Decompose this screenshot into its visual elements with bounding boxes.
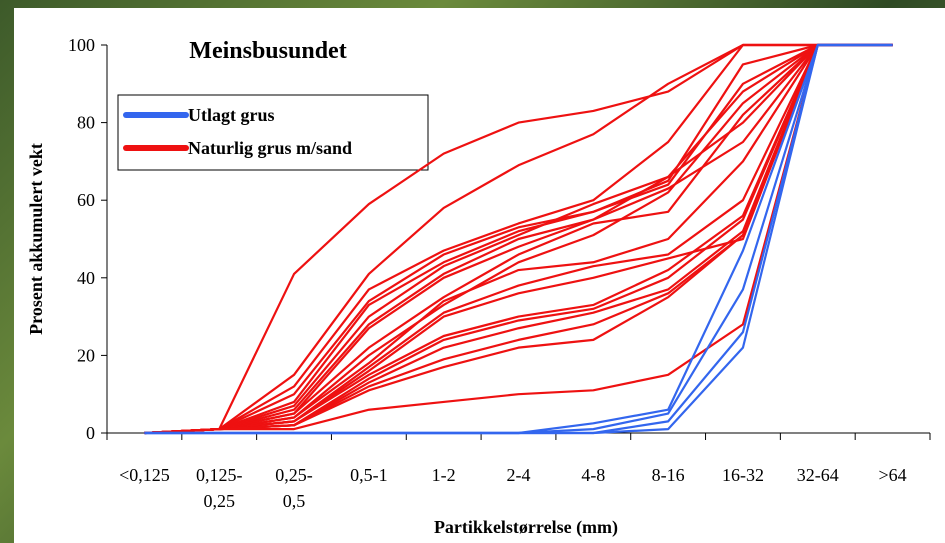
y-tick-label: 100: [68, 35, 95, 55]
page: Meinsbusundet Partikkelstørrelse (mm) Pr…: [0, 0, 945, 543]
x-tick-label: 4-8: [553, 462, 633, 488]
y-tick-label: 0: [86, 423, 95, 443]
legend-label: Utlagt grus: [188, 105, 275, 125]
y-tick-label: 60: [77, 190, 95, 210]
x-tick-label: <0,125: [104, 462, 184, 488]
x-tick-label: 16-32: [703, 462, 783, 488]
x-tick-label: 0,5-1: [329, 462, 409, 488]
x-tick-label: 2-4: [479, 462, 559, 488]
x-tick-label: 32-64: [778, 462, 858, 488]
legend-label: Naturlig grus m/sand: [188, 138, 352, 158]
x-tick-label: 8-16: [628, 462, 708, 488]
y-tick-label: 80: [77, 113, 95, 133]
x-tick-label: 0,125- 0,25: [179, 462, 259, 514]
y-tick-label: 20: [77, 345, 95, 365]
y-axis-label: Prosent akkumulert vekt: [26, 143, 46, 335]
x-tick-label: 1-2: [404, 462, 484, 488]
y-tick-label: 40: [77, 268, 95, 288]
x-axis-label: Partikkelstørrelse (mm): [434, 517, 618, 538]
x-tick-label: >64: [853, 462, 933, 488]
chart-title: Meinsbusundet: [189, 38, 346, 64]
x-tick-label: 0,25- 0,5: [254, 462, 334, 514]
